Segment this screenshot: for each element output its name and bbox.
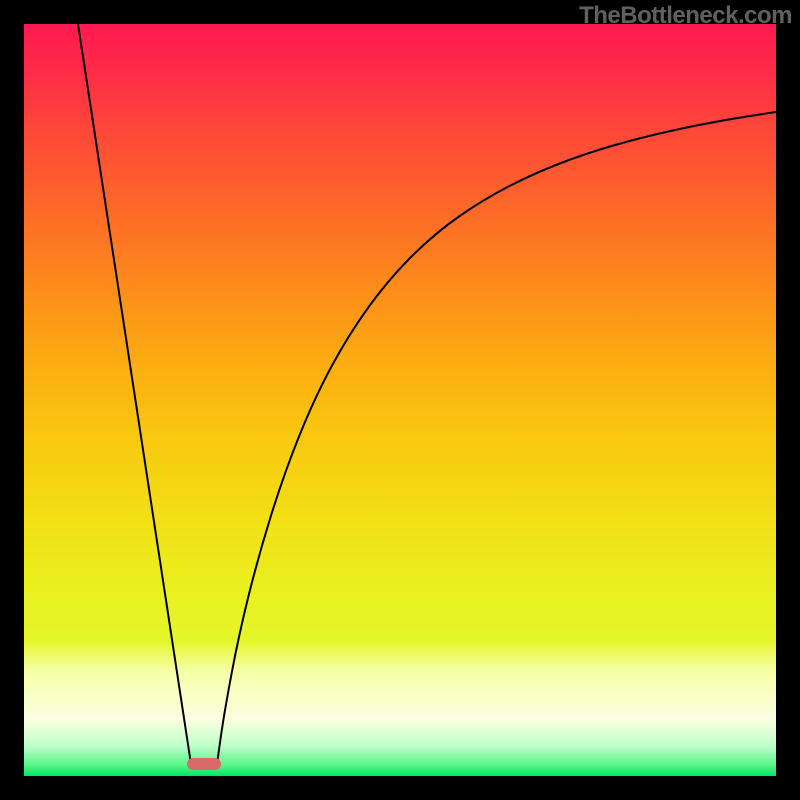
chart-svg (0, 0, 800, 800)
watermark-text: TheBottleneck.com (579, 2, 792, 30)
chart-root: { "watermark": { "text": "TheBottleneck.… (0, 0, 800, 800)
notch-marker (187, 758, 221, 770)
plot-background (24, 24, 776, 776)
